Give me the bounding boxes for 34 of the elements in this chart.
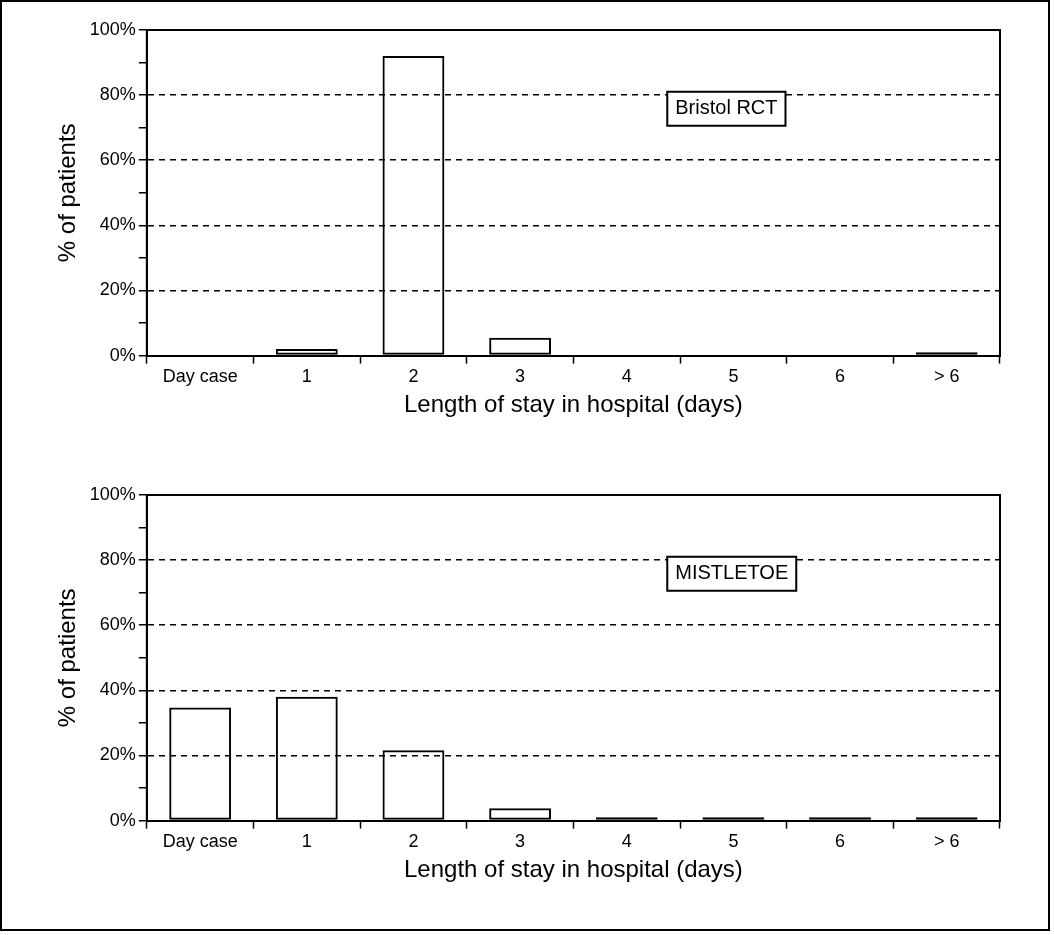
- x-tick-label: > 6: [933, 366, 960, 387]
- x-axis-title: Length of stay in hospital (days): [403, 855, 743, 883]
- y-tick-label: 20%: [99, 279, 136, 300]
- x-tick-label: 1: [301, 831, 312, 852]
- x-tick-label: 5: [728, 831, 739, 852]
- x-tick-label: 5: [728, 366, 739, 387]
- x-tick-label: > 6: [933, 831, 960, 852]
- y-tick-label: 100%: [89, 483, 136, 504]
- y-tick-label: 100%: [89, 18, 136, 39]
- x-tick-label: 3: [515, 831, 526, 852]
- x-tick-label: 1: [301, 366, 312, 387]
- x-tick-label: 3: [515, 366, 526, 387]
- y-tick-label: 60%: [99, 149, 136, 170]
- y-tick-label: 20%: [99, 744, 136, 765]
- y-tick-label: 60%: [99, 614, 136, 635]
- annotation: Bristol RCT: [675, 96, 778, 119]
- annotation: MISTLETOE: [675, 561, 789, 584]
- x-tick-label: 2: [408, 366, 419, 387]
- x-tick-label: 4: [621, 366, 632, 387]
- x-tick-label: Day case: [162, 366, 238, 387]
- y-tick-label: 40%: [99, 214, 136, 235]
- x-axis-title: Length of stay in hospital (days): [403, 390, 743, 418]
- x-tick-label: 6: [835, 366, 846, 387]
- y-tick-label: 80%: [99, 549, 136, 570]
- y-tick-label: 80%: [99, 84, 136, 105]
- y-tick-label: 40%: [99, 679, 136, 700]
- x-tick-label: 4: [621, 831, 632, 852]
- y-axis-title: % of patients: [53, 588, 81, 728]
- x-tick-label: 6: [835, 831, 846, 852]
- x-tick-label: Day case: [162, 831, 238, 852]
- y-tick-label: 0%: [109, 809, 136, 830]
- y-axis-title: % of patients: [53, 123, 81, 263]
- x-tick-label: 2: [408, 831, 419, 852]
- y-tick-label: 0%: [109, 344, 136, 365]
